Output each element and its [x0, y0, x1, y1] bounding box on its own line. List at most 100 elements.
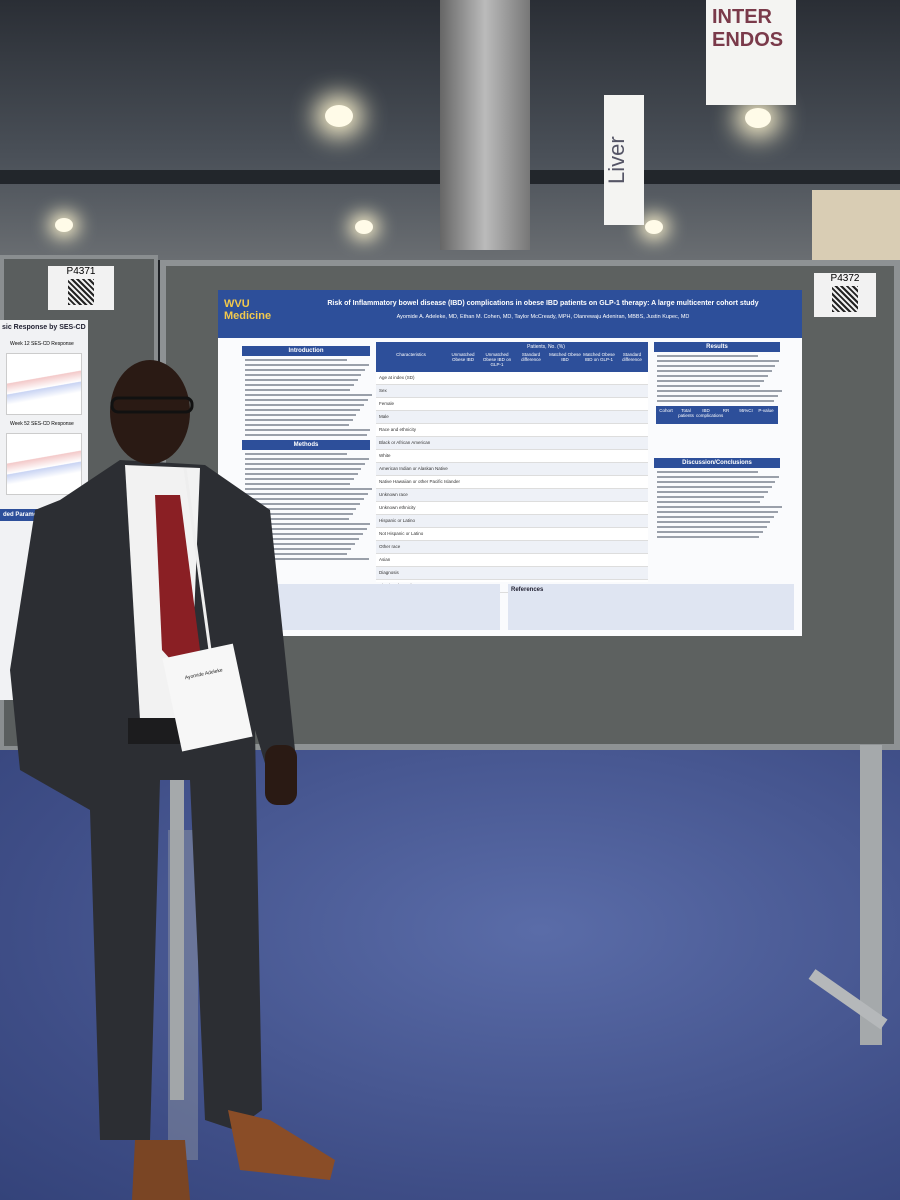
text-line — [245, 379, 358, 381]
left-column: Introduction Methods — [242, 346, 372, 563]
light — [745, 108, 771, 128]
text-line — [245, 414, 357, 416]
text-line — [657, 395, 778, 397]
panel-title: Week 12 SES-CD Response — [10, 341, 74, 347]
text-line — [245, 463, 366, 465]
booth-wall — [812, 190, 900, 260]
column-header: IBD complications — [696, 408, 724, 418]
right-column: Results Cohort Total patientsIBD complica… — [654, 342, 782, 541]
text-line — [657, 375, 768, 377]
row-label: Race and ethnicity — [376, 424, 648, 437]
row-label: American Indian or Alaskan Native — [376, 463, 648, 476]
text-line — [245, 483, 350, 485]
column-header: Total patients — [678, 408, 694, 418]
row-label: Not Hispanic or Latino — [376, 528, 648, 541]
booth-number: P4372 — [814, 273, 876, 317]
row-label: Diagnosis — [376, 567, 648, 580]
group-header: Patients, No. (%) — [527, 344, 565, 350]
poster-title: sic Response by SES-CD — [2, 324, 86, 331]
row-label: White — [376, 450, 648, 463]
text-line — [245, 473, 358, 475]
lanyard — [183, 467, 212, 651]
text-line — [245, 364, 370, 366]
contact-box: Contact — [240, 584, 500, 630]
column-header: Matched Obese IBD on GLP-1 — [583, 352, 615, 362]
bag — [168, 830, 198, 1160]
text-line — [245, 488, 372, 490]
row-label: Hispanic or Latino — [376, 515, 648, 528]
text-line — [657, 370, 772, 372]
poster: WVU Medicine Risk of Inflammatory bowel … — [218, 290, 802, 636]
booth-label: P4372 — [830, 273, 860, 284]
text-line — [657, 400, 775, 402]
row-label: Sex — [376, 385, 648, 398]
text-line — [245, 404, 365, 406]
column-header: Matched Obese IBD — [549, 352, 581, 362]
row-label: Black or African American — [376, 437, 648, 450]
text-line — [657, 486, 772, 488]
shoe — [132, 1140, 190, 1200]
row-label: Age at index (SD) — [376, 372, 648, 385]
row-label: Native Hawaiian or other Pacific Islande… — [376, 476, 648, 489]
column-header: Cohort — [659, 408, 673, 413]
row-label: Unknown ethnicity — [376, 502, 648, 515]
text-line — [657, 360, 780, 362]
text-line — [245, 498, 365, 500]
shoe — [228, 1110, 335, 1180]
text-line — [657, 471, 758, 473]
plot — [6, 353, 82, 415]
text-line — [245, 493, 368, 495]
stand-leg — [860, 745, 882, 1045]
text-line — [657, 536, 760, 538]
text-line — [245, 518, 349, 520]
row-label: Unknown race — [376, 489, 648, 502]
text-line — [657, 476, 780, 478]
text-line — [245, 434, 367, 436]
text-line — [657, 501, 761, 503]
section-header: Discussion/Conclusions — [654, 458, 780, 468]
poster-header — [218, 290, 802, 338]
column-header: 95%CI — [739, 408, 753, 413]
logo: WVU Medicine — [224, 298, 272, 322]
row-label: Female — [376, 398, 648, 411]
row-label: Other race — [376, 541, 648, 554]
text-line — [245, 558, 370, 560]
column-header: Unmatched Obese IBD — [451, 352, 475, 362]
text-line — [245, 548, 352, 550]
hand — [265, 745, 297, 805]
text-line — [245, 478, 354, 480]
text-line — [245, 374, 362, 376]
stand-leg — [170, 780, 184, 1100]
text-line — [245, 359, 348, 361]
text-line — [245, 503, 361, 505]
person: Ayomide Adeleke — [10, 360, 335, 1200]
plot — [6, 433, 82, 495]
text-line — [245, 409, 361, 411]
text-line — [245, 389, 350, 391]
text-line — [245, 543, 356, 545]
badge — [162, 643, 253, 752]
section-header: References — [511, 587, 544, 593]
banner: INTER ENDOS — [706, 0, 796, 105]
column-header: Standard difference — [622, 352, 642, 362]
light — [355, 220, 373, 234]
poster-title: Risk of Inflammatory bowel disease (IBD)… — [327, 300, 759, 307]
text-line — [245, 533, 363, 535]
booth-label: P4371 — [66, 266, 96, 277]
suit — [10, 460, 295, 1140]
text-line — [245, 553, 348, 555]
text-line — [245, 523, 371, 525]
references-box: References — [508, 584, 794, 630]
section-header: Results — [654, 342, 780, 352]
qr-code — [832, 286, 858, 312]
column-header: P-value — [758, 408, 774, 413]
text-line — [245, 419, 353, 421]
text-line — [657, 531, 763, 533]
authors: Ayomide A. Adeleke, MD, Ethan M. Cohen, … — [396, 314, 690, 320]
text-line — [657, 355, 758, 357]
text-line — [657, 511, 778, 513]
text-line — [245, 513, 353, 515]
tie — [155, 495, 200, 670]
text-line — [245, 453, 348, 455]
